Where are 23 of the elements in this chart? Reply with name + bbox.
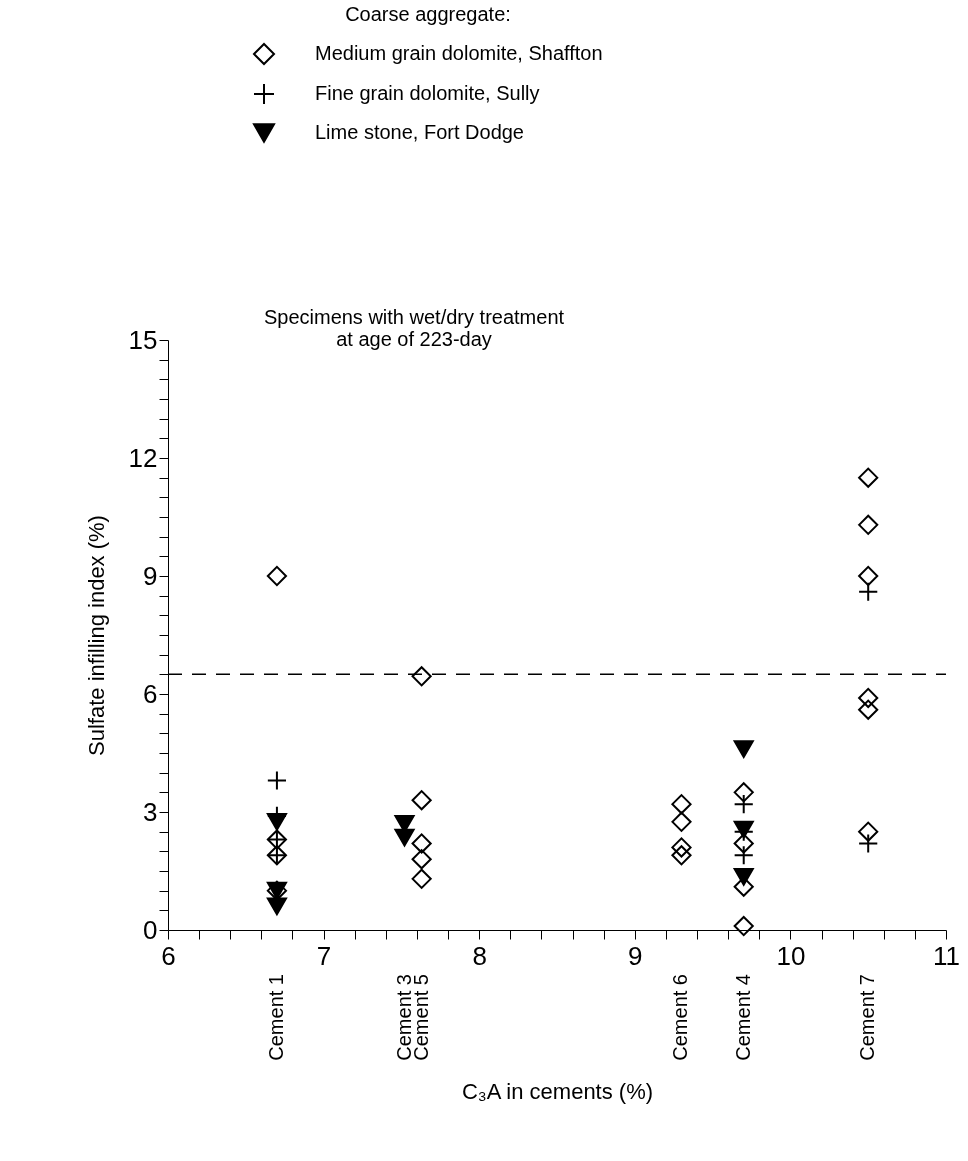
- y-tick-label: 3: [143, 796, 158, 827]
- y-tick-label: 12: [128, 442, 158, 473]
- text: Cement 7: [856, 974, 879, 1061]
- legend-label: Fine grain dolomite, Sully: [315, 82, 540, 104]
- text: Cement 1: [264, 974, 287, 1061]
- x-tick-label: 8: [472, 940, 487, 971]
- y-tick-label: 6: [143, 678, 158, 709]
- x-tick-label: 10: [776, 940, 806, 971]
- x-tick-label: 11: [933, 940, 960, 971]
- text: Cement 3: [392, 974, 415, 1061]
- legend-title: Coarse aggregate:: [345, 3, 511, 25]
- legend-label: Medium grain dolomite, Shaffton: [315, 42, 603, 64]
- y-tick-label: 0: [143, 914, 158, 945]
- text: Cement 6: [669, 974, 692, 1061]
- x-axis-title: C₃A in cements (%): [461, 1078, 654, 1104]
- y-tick-label: 15: [128, 324, 158, 355]
- y-axis-title: Sulfate infilling index (%): [83, 515, 109, 756]
- x-tick-label: 9: [628, 940, 643, 971]
- legend-label: Lime stone, Fort Dodge: [315, 121, 524, 143]
- y-tick-label: 9: [143, 560, 158, 591]
- chart-title: Specimens with wet/dry treatment at age of 223-day: [263, 306, 565, 350]
- x-tick-label: 7: [316, 940, 332, 971]
- text: Cement 4: [731, 974, 754, 1061]
